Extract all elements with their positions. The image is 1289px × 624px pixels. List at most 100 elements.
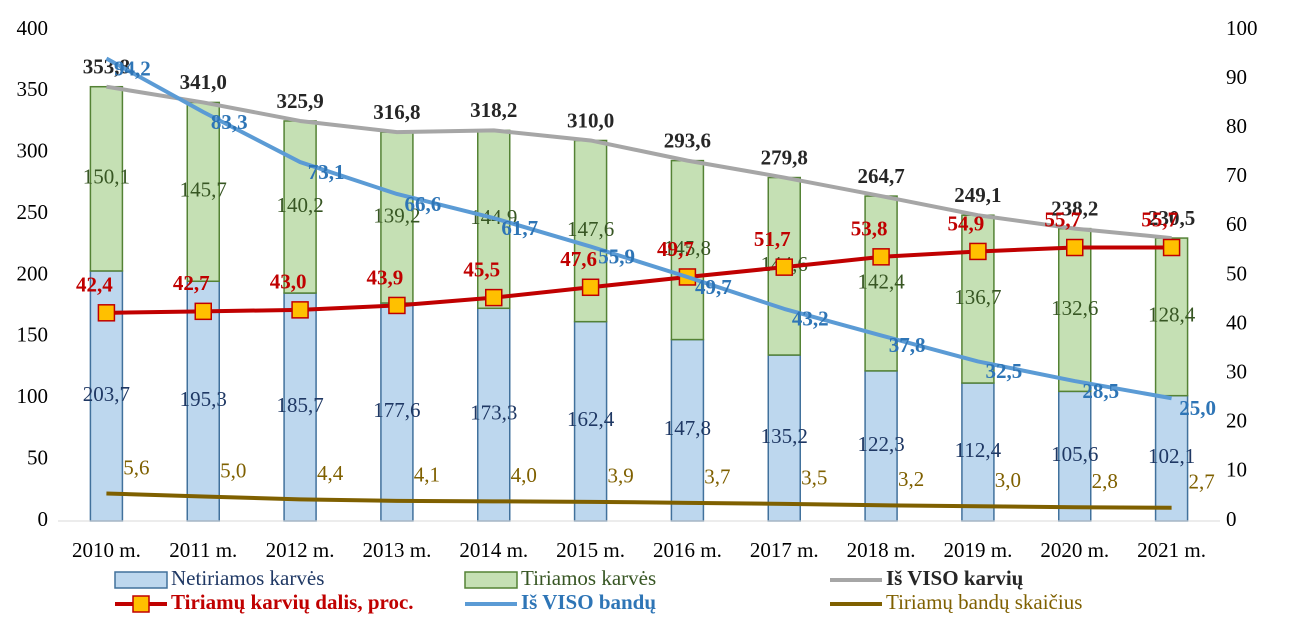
bar-value-label: 195,3 <box>180 387 227 411</box>
line-value-label: 32,5 <box>986 359 1023 383</box>
bar-value-label: 185,7 <box>276 393 323 417</box>
line-value-label: 28,5 <box>1082 379 1119 403</box>
bar-value-label: 112,4 <box>955 438 1002 462</box>
y2-tick-label: 30 <box>1226 360 1247 384</box>
marker <box>388 296 406 315</box>
x-tick-label: 2013 m. <box>362 538 431 562</box>
bar <box>89 85 124 272</box>
line <box>106 245 1172 315</box>
bar <box>1058 390 1092 522</box>
marker <box>1162 238 1181 257</box>
bar <box>1154 394 1189 522</box>
line-value-label: 3,0 <box>995 468 1021 492</box>
marker <box>291 301 309 319</box>
x-tick-label: 2012 m. <box>266 538 335 562</box>
x-tick-label: 2014 m. <box>459 538 528 562</box>
line-value-label: 325,9 <box>276 89 323 113</box>
bar-value-label: 173,3 <box>470 400 517 424</box>
y2-tick-label: 60 <box>1226 212 1247 236</box>
x-tick-label: 2011 m. <box>169 538 237 562</box>
bar-value-label: 162,4 <box>567 407 615 431</box>
y2-tick-label: 20 <box>1226 409 1247 433</box>
y-tick-label: 100 <box>17 384 49 408</box>
line-value-label: 73,1 <box>308 160 345 184</box>
marker <box>194 302 212 321</box>
y2-tick-label: 80 <box>1226 114 1247 138</box>
marker <box>485 288 503 307</box>
legend-label: Iš VISO bandų <box>521 590 656 614</box>
bar-value-label: 145,7 <box>180 178 227 202</box>
line-value-label: 238,2 <box>1051 196 1098 220</box>
y-tick-label: 200 <box>17 261 49 285</box>
y-tick-label: 250 <box>17 200 49 224</box>
x-tick-label: 2015 m. <box>556 538 625 562</box>
line-value-label: 94,2 <box>114 56 151 80</box>
y-tick-label: 0 <box>38 507 49 531</box>
marker <box>872 248 890 266</box>
line-value-label: 318,2 <box>470 98 517 122</box>
x-tick-label: 2018 m. <box>847 538 916 562</box>
bar <box>864 195 898 372</box>
line-value-label: 25,0 <box>1179 396 1216 420</box>
line-value-label: 3,5 <box>801 466 827 490</box>
line <box>106 491 1172 510</box>
line-value-label: 43,2 <box>792 307 829 331</box>
bar-value-label: 102,1 <box>1148 444 1195 468</box>
legend-label: Iš VISO karvių <box>886 566 1024 590</box>
bar <box>283 120 317 294</box>
y-tick-label: 400 <box>17 16 49 40</box>
bar-value-label: 150,1 <box>83 165 130 189</box>
bar <box>380 131 414 304</box>
x-tick-label: 2020 m. <box>1040 538 1109 562</box>
line-value-label: 2,7 <box>1188 470 1214 494</box>
line-value-label: 316,8 <box>373 100 420 124</box>
line-value-label: 293,6 <box>664 128 711 152</box>
line-value-label: 61,7 <box>501 216 538 240</box>
y2-tick-label: 100 <box>1226 16 1258 40</box>
line-value-label: 55,7 <box>1044 207 1081 231</box>
bar <box>1154 237 1189 397</box>
line-value-label: 341,0 <box>180 70 227 94</box>
line-value-label: 45,5 <box>463 257 500 281</box>
line-value-label: 42,7 <box>173 271 210 295</box>
line-value-label: 310,0 <box>567 108 614 132</box>
x-tick-label: 2017 m. <box>750 538 819 562</box>
line-value-label: 54,9 <box>948 211 985 235</box>
marker <box>1066 238 1084 257</box>
line-value-label: 83,3 <box>211 110 248 134</box>
line-value-label: 279,8 <box>761 145 808 169</box>
line-value-label: 43,9 <box>367 265 404 289</box>
line-value-label: 2,8 <box>1092 469 1118 493</box>
x-tick-label: 2019 m. <box>943 538 1012 562</box>
line-value-label: 51,7 <box>754 227 791 251</box>
y2-tick-label: 70 <box>1226 163 1247 187</box>
line-value-label: 264,7 <box>857 164 904 188</box>
legend-label: Tiriamos karvės <box>521 566 656 590</box>
marker <box>581 278 600 297</box>
legend-label: Tiriamų bandų skaičius <box>886 590 1082 614</box>
y2-tick-label: 10 <box>1226 458 1247 482</box>
line-value-label: 53,8 <box>851 217 888 241</box>
x-tick-label: 2016 m. <box>653 538 722 562</box>
y2-tick-label: 0 <box>1226 507 1237 531</box>
line-value-label: 3,9 <box>607 464 633 488</box>
bar-value-label: 105,6 <box>1051 442 1098 466</box>
bar <box>573 320 608 522</box>
legend-swatch <box>464 571 518 589</box>
legend-label: Netiriamos karvės <box>171 566 324 590</box>
bar-value-label: 122,3 <box>857 432 904 456</box>
bar-value-label: 177,6 <box>373 398 420 422</box>
line-value-label: 230,5 <box>1148 206 1195 230</box>
bar-value-label: 139,2 <box>373 203 420 227</box>
marker <box>775 258 793 276</box>
bar <box>186 280 220 522</box>
y2-tick-label: 90 <box>1226 65 1247 89</box>
line-value-label: 3,2 <box>898 467 924 491</box>
bar <box>961 382 995 522</box>
bar-value-label: 142,4 <box>857 269 905 293</box>
x-tick-label: 2010 m. <box>72 538 141 562</box>
line-value-label: 49,7 <box>695 275 732 299</box>
x-tick-label: 2021 m. <box>1137 538 1206 562</box>
bar-value-label: 136,7 <box>954 285 1001 309</box>
bar-value-label: 203,7 <box>83 382 130 406</box>
